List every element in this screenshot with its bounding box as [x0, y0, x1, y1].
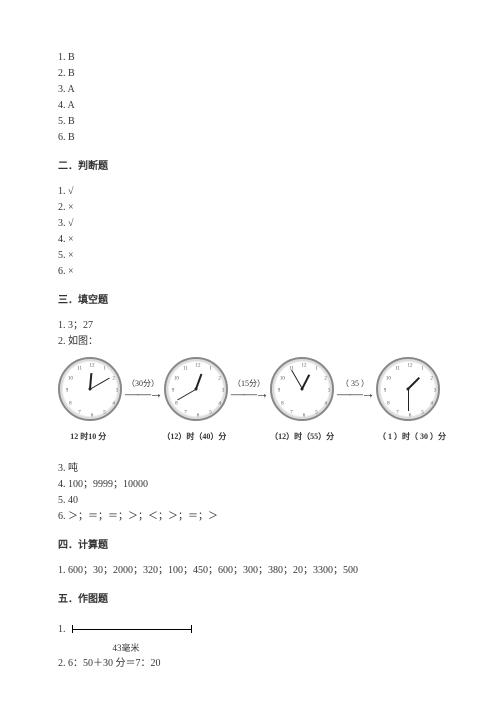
answer-item: 4. A [58, 98, 442, 113]
clock-number: 8 [69, 400, 72, 408]
clock-number: 6 [303, 412, 306, 420]
answer-item: 3. A [58, 82, 442, 97]
answer-item: 5. × [58, 248, 442, 263]
section5-item2: 2. 6：50＋30 分＝7：20 [58, 656, 442, 671]
clock-number: 6 [91, 412, 94, 420]
clock-number: 7 [396, 409, 399, 417]
clock-number: 11 [395, 366, 400, 374]
arrow-label: （30分）——→ [125, 378, 161, 400]
clock-number: 12 [302, 362, 307, 370]
clock: 121234567891011 [58, 357, 122, 421]
ruler-diagram [68, 625, 192, 640]
answer-item: 6. B [58, 130, 442, 145]
clock-caption: 12 时10 分 [58, 431, 119, 443]
arrow-label: （ 35 ）——→ [337, 378, 373, 400]
minute-hand [408, 389, 409, 411]
clock-number: 2 [430, 375, 433, 383]
answer-item: 3. √ [58, 216, 442, 231]
clock-number: 2 [112, 375, 115, 383]
clock-number: 10 [174, 375, 179, 383]
ruler-label: 43毫米 [62, 642, 190, 656]
clock-number: 11 [77, 366, 82, 374]
clock-number: 9 [66, 387, 69, 395]
clock-number: 8 [387, 400, 390, 408]
clock-number: 3 [222, 387, 225, 395]
clock-number: 4 [430, 400, 433, 408]
clock-number: 5 [209, 409, 212, 417]
clock-number: 6 [197, 412, 200, 420]
answer-item: 1. 3；27 [58, 318, 442, 333]
clock-caption: （12）时（55）分 [270, 431, 334, 443]
arrow-icon: ——→ [125, 390, 161, 400]
clock-number: 12 [90, 362, 95, 370]
answer-item: 1. √ [58, 184, 442, 199]
section3-after: 3. 吨 4. 100；9999；10000 5. 40 6. ＞；＝；＝；＞；… [58, 461, 442, 524]
clock-number: 2 [218, 375, 221, 383]
answer-item: 1. 600；30；2000；320；100；450；600；300；380；2… [58, 563, 442, 578]
arrow-label: （15分）——→ [231, 378, 267, 400]
clock-number: 9 [384, 387, 387, 395]
clock-number: 10 [280, 375, 285, 383]
clock-number: 4 [112, 400, 115, 408]
answer-item: 6. × [58, 264, 442, 279]
clock-number: 7 [184, 409, 187, 417]
section4-answers: 1. 600；30；2000；320；100；450；600；300；380；2… [58, 563, 442, 578]
clock: 121234567891011 [270, 357, 334, 421]
clock-number: 3 [328, 387, 331, 395]
answer-item: 1. B [58, 50, 442, 65]
clock-number: 5 [315, 409, 318, 417]
clock-number: 1 [315, 366, 318, 374]
section4-title: 四．计算题 [58, 538, 442, 553]
section1-answers: 1. B 2. B 3. A 4. A 5. B 6. B [58, 50, 442, 145]
section3-before: 1. 3；27 2. 如图： [58, 318, 442, 349]
clock-caption: （ 1 ）时（ 30 ）分 [378, 431, 442, 443]
clock-number: 6 [409, 412, 412, 420]
clock-number: 9 [172, 387, 175, 395]
clock-number: 1 [421, 366, 424, 374]
clock: 121234567891011 [164, 357, 228, 421]
clock-number: 8 [175, 400, 178, 408]
clock-number: 7 [78, 409, 81, 417]
section2-answers: 1. √ 2. × 3. √ 4. × 5. × 6. × [58, 184, 442, 279]
answer-item: 3. 吨 [58, 461, 442, 476]
clock-number: 1 [209, 366, 212, 374]
item1-prefix: 1. [58, 624, 66, 635]
clock-number: 5 [421, 409, 424, 417]
clock-number: 12 [408, 362, 413, 370]
clock-number: 9 [278, 387, 281, 395]
clock-number: 7 [290, 409, 293, 417]
clocks-captions: 12 时10 分 （12）时（40）分 （12）时（55）分 （ 1 ）时（ 30 ）… [58, 425, 442, 443]
clock-number: 10 [68, 375, 73, 383]
answer-item: 2. × [58, 200, 442, 215]
clock-number: 1 [103, 366, 106, 374]
section5-title: 五．作图题 [58, 592, 442, 607]
answer-item: 5. 40 [58, 493, 442, 508]
section2-title: 二．判断题 [58, 159, 442, 174]
section3-title: 三．填空题 [58, 293, 442, 308]
answer-item: 6. ＞；＝；＝；＞；＜；＞；＝；＞ [58, 509, 442, 524]
clock-number: 4 [324, 400, 327, 408]
clock-number: 10 [386, 375, 391, 383]
arrow-icon: ——→ [231, 390, 267, 400]
clock-caption: （12）时（40）分 [162, 431, 226, 443]
section5-item1: 1. [58, 617, 442, 642]
clock-number: 5 [103, 409, 106, 417]
clock-number: 3 [434, 387, 437, 395]
clock: 121234567891011 [376, 357, 440, 421]
arrow-icon: ——→ [337, 390, 373, 400]
clock-number: 12 [196, 362, 201, 370]
clock-number: 2 [324, 375, 327, 383]
clock-number: 8 [281, 400, 284, 408]
clocks-row: 121234567891011（30分）——→121234567891011（1… [58, 357, 442, 421]
answer-item: 2. 如图： [58, 334, 442, 349]
clock-number: 3 [116, 387, 119, 395]
answer-item: 4. × [58, 232, 442, 247]
answer-item: 5. B [58, 114, 442, 129]
clock-number: 4 [218, 400, 221, 408]
clock-number: 11 [183, 366, 188, 374]
answer-item: 4. 100；9999；10000 [58, 477, 442, 492]
answer-item: 2. B [58, 66, 442, 81]
